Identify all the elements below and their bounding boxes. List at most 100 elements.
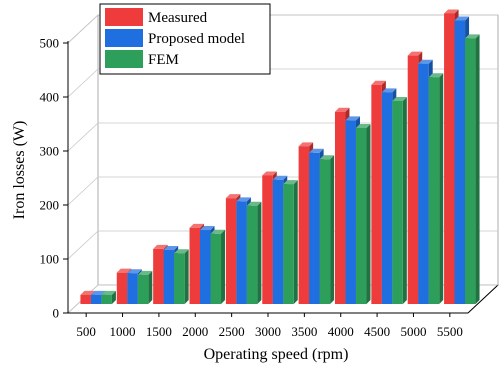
x-tick-label: 2500	[219, 324, 245, 339]
bar-top	[283, 180, 298, 185]
bar-side	[148, 270, 153, 304]
bar-front	[355, 127, 367, 305]
bar-side	[366, 123, 371, 305]
x-tick-label: 2000	[182, 324, 208, 339]
bar-front	[381, 92, 393, 304]
legend: Measured Proposed model FEM	[99, 3, 271, 75]
bar-top	[309, 148, 324, 153]
bar	[137, 270, 153, 304]
bar	[246, 201, 262, 304]
bar-top	[80, 290, 95, 295]
bar-top	[137, 270, 153, 275]
bar-top	[153, 244, 168, 249]
bar-top	[428, 73, 444, 78]
axes	[63, 41, 468, 317]
bar-top	[298, 142, 314, 147]
bar	[283, 180, 298, 304]
x-axis-title: Operating speed (rpm)	[204, 346, 349, 363]
x-tick-label: 4000	[328, 324, 354, 339]
bar	[101, 290, 116, 304]
gridline-side	[67, 122, 99, 152]
bar-front	[90, 294, 102, 304]
bar-side	[293, 180, 298, 304]
bar-front	[345, 120, 356, 305]
x-tick-label: 500	[76, 324, 96, 339]
bar-top	[407, 51, 423, 56]
bar-top	[465, 34, 480, 39]
bar-front	[153, 248, 164, 304]
bar-front	[262, 175, 273, 304]
bar-top	[334, 107, 350, 112]
bar-side	[111, 290, 116, 304]
bar-front	[80, 294, 91, 304]
bar	[428, 73, 444, 304]
x-tick-label: 1000	[110, 324, 136, 339]
bar-top	[210, 229, 226, 234]
bar-front	[283, 184, 294, 304]
bar-front	[127, 273, 138, 304]
bar-series	[80, 9, 480, 305]
bar-top	[101, 290, 116, 295]
bar-top	[355, 123, 371, 128]
bar-front	[418, 63, 429, 305]
y-tick-label: 400	[40, 90, 60, 105]
x-tick-label: 1500	[146, 324, 172, 339]
gridline-side	[67, 14, 99, 44]
bar-top	[371, 80, 386, 85]
bar-top	[418, 59, 433, 64]
y-tick-label: 100	[40, 252, 60, 267]
bar-front	[200, 230, 211, 304]
bar-front	[319, 159, 331, 304]
bar-front	[407, 55, 419, 304]
bar	[174, 249, 189, 304]
bar-side	[257, 201, 262, 304]
bar-front	[298, 146, 310, 304]
bar-top	[262, 171, 277, 176]
bar-front	[137, 274, 149, 304]
gridline-side	[67, 176, 99, 206]
bar-top	[246, 201, 262, 206]
x-tick-label: 5000	[400, 324, 426, 339]
bar-top	[236, 197, 251, 202]
bar-front	[454, 20, 466, 304]
bar-front	[465, 38, 476, 304]
bar-front	[236, 201, 247, 304]
bar-side	[475, 34, 480, 304]
bar-top	[225, 194, 241, 199]
bar-top	[392, 96, 407, 101]
bar-front	[371, 84, 382, 304]
bar-top	[189, 223, 205, 228]
gridline-side	[67, 68, 99, 98]
y-axis-title: Iron losses (W)	[11, 121, 28, 220]
bar-front	[116, 272, 128, 304]
bar-front	[392, 100, 403, 305]
bar	[392, 96, 407, 305]
bar-top	[272, 175, 288, 180]
bar-front	[272, 179, 284, 304]
bar-side	[221, 229, 226, 304]
gridline-side	[67, 230, 99, 260]
legend-label: FEM	[148, 52, 179, 68]
bar-top	[127, 269, 142, 274]
x-tick-label: 3000	[255, 324, 281, 339]
x-tick-label: 4500	[364, 324, 390, 339]
y-tick-label: 200	[40, 198, 60, 213]
bar-top	[444, 9, 459, 14]
bar-top	[345, 116, 360, 121]
bar	[319, 155, 335, 304]
legend-label: Measured	[148, 10, 208, 26]
bar-front	[428, 77, 440, 304]
bar-top	[381, 88, 397, 93]
y-tick-label: 300	[40, 144, 60, 159]
bar-front	[334, 111, 346, 304]
bar-side	[402, 96, 407, 305]
bar-front	[163, 250, 175, 304]
legend-label: Proposed model	[148, 31, 245, 47]
x-tick-label: 5500	[437, 324, 463, 339]
bar-side	[184, 249, 189, 304]
y-tick-label: 500	[40, 36, 60, 51]
bar	[210, 229, 226, 304]
bar-top	[454, 16, 470, 21]
bar	[355, 123, 371, 305]
